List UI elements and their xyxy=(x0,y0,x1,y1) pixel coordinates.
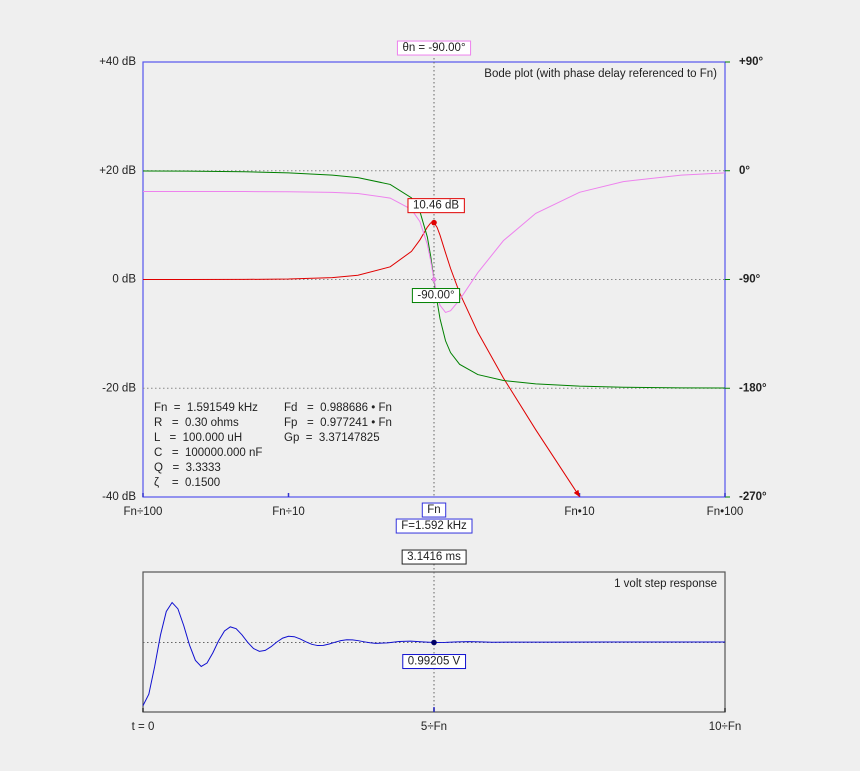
cursor-point xyxy=(431,639,437,646)
parameter: ζ = 0.1500 xyxy=(154,477,220,489)
cursor-point xyxy=(431,219,437,226)
cursor-frequency-label-text: F=1.592 kHz xyxy=(401,520,467,532)
parameter: C = 100000.000 nF xyxy=(154,447,262,459)
x-tick-label: Fn÷10 xyxy=(272,506,305,518)
chart-title: 1 volt step response xyxy=(614,578,717,590)
y-tick-label: -40 dB xyxy=(102,491,136,503)
y2-tick-label: -270° xyxy=(739,491,767,503)
cursor-point xyxy=(431,277,437,282)
phase-delay-label: θn = -90.00° xyxy=(396,40,472,56)
cursor-value-label: 0.99205 V xyxy=(402,654,467,670)
parameter: R = 0.30 ohms xyxy=(154,417,239,429)
x-tick-label: Fn•10 xyxy=(564,506,594,518)
x-tick-label: 10÷Fn xyxy=(709,721,742,733)
magnitude-label-box xyxy=(407,198,465,214)
x-tick-label: 5÷Fn xyxy=(421,721,447,733)
y-tick-label: +20 dB xyxy=(99,165,136,177)
y2-tick-label: -90° xyxy=(739,274,761,286)
y2-tick-label: -180° xyxy=(739,382,767,394)
y-tick-label: +40 dB xyxy=(99,56,136,68)
parameter-list: Fn = 1.591549 kHz R = 0.30 ohms L = 100.00… xyxy=(154,402,392,489)
phase-delay-label-box xyxy=(396,40,472,56)
series-line xyxy=(143,222,580,498)
parameter: Q = 3.3333 xyxy=(154,462,221,474)
result: Fd = 0.988686 • Fn xyxy=(284,402,392,414)
y2-tick-label: +90° xyxy=(739,56,764,68)
magnitude-label: 10.46 dB xyxy=(407,198,465,214)
phase-label-box xyxy=(411,288,461,304)
phase-label-text: -90.00° xyxy=(417,290,454,302)
cursor-time-label: 3.1416 ms xyxy=(401,549,467,565)
cursor-value-label-box xyxy=(402,654,467,670)
cursor-frequency-label: F=1.592 kHz xyxy=(395,518,473,534)
cursor-x-label: Fn xyxy=(421,502,447,518)
y-tick-label: -20 dB xyxy=(102,382,136,394)
cursor-frequency-label-box xyxy=(395,518,473,534)
x-tick-label: Fn•100 xyxy=(707,506,744,518)
cursor-time-label-box xyxy=(401,549,467,565)
x-tick-label: t = 0 xyxy=(132,721,155,733)
parameter: L = 100.000 uH xyxy=(154,432,242,444)
cursor-x-label-box xyxy=(421,502,447,518)
cursor-value-label-text: 0.99205 V xyxy=(408,656,461,668)
phase-delay-label-text: θn = -90.00° xyxy=(402,42,465,54)
parameter: Fn = 1.591549 kHz xyxy=(154,402,258,414)
chart-title: Bode plot (with phase delay referenced t… xyxy=(484,68,717,80)
y-tick-label: 0 dB xyxy=(112,274,136,286)
phase-label: -90.00° xyxy=(411,288,461,304)
x-tick-label: Fn÷100 xyxy=(124,506,163,518)
result: Gp = 3.37147825 xyxy=(284,432,380,444)
magnitude-label-text: 10.46 dB xyxy=(413,200,459,212)
cursor-time-label-text: 3.1416 ms xyxy=(407,551,461,563)
series-line xyxy=(143,172,726,314)
result: Fp = 0.977241 • Fn xyxy=(284,417,392,429)
y2-tick-label: 0° xyxy=(739,165,750,177)
cursor-x-label-text: Fn xyxy=(427,504,440,516)
